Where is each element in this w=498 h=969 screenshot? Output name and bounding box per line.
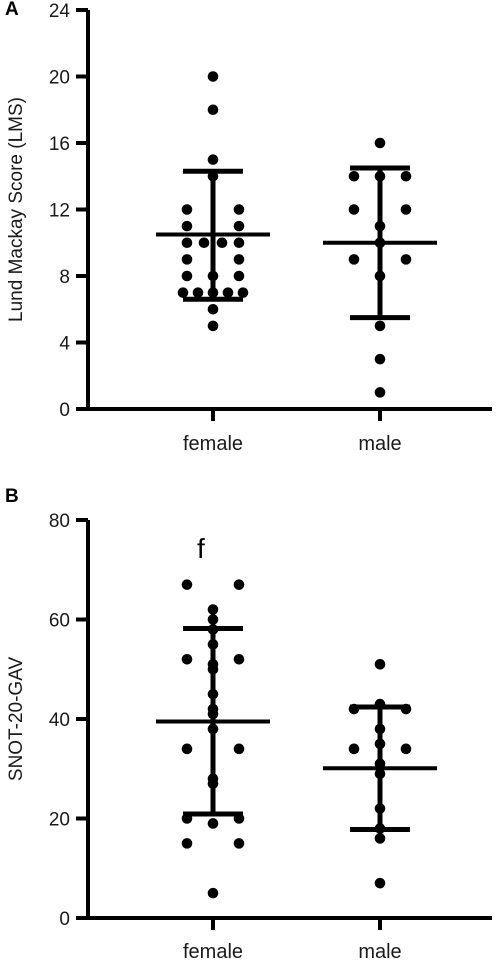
data-point — [374, 353, 386, 365]
data-point — [207, 604, 219, 615]
panel-letter: A — [5, 0, 19, 20]
y-tick-label: 16 — [49, 134, 70, 155]
y-tick-label: 20 — [49, 810, 70, 831]
data-point — [233, 579, 245, 590]
data-point — [233, 220, 245, 232]
data-point — [207, 104, 219, 116]
data-point — [374, 658, 386, 670]
data-point — [400, 170, 412, 182]
data-point — [374, 320, 386, 332]
data-point — [181, 743, 193, 755]
y-tick-label: 8 — [59, 267, 70, 288]
data-point — [348, 170, 360, 182]
y-tick-label: 60 — [49, 611, 70, 632]
y-axis-label: Lund Mackay Score (LMS) — [6, 97, 27, 322]
data-point — [207, 154, 219, 165]
data-point — [181, 579, 193, 590]
data-point — [400, 254, 412, 265]
data-point — [207, 303, 219, 315]
data-point — [181, 838, 193, 849]
y-tick-label: 0 — [59, 400, 70, 421]
data-point — [233, 270, 245, 282]
data-point — [207, 614, 219, 625]
panel-a: A 0 4 8 12 16 20 24 female male Lund Mackay Score … — [5, 0, 492, 455]
data-point — [233, 204, 245, 215]
y-tick-label: 4 — [59, 334, 70, 355]
data-point — [181, 204, 193, 215]
data-point — [181, 654, 193, 665]
data-point — [207, 71, 219, 82]
data-point — [181, 270, 193, 282]
y-tick-label: 0 — [59, 909, 70, 930]
data-point — [192, 287, 204, 298]
x-category-label: male — [358, 941, 401, 963]
y-axis-label: SNOT-20-GAV — [6, 657, 27, 782]
data-point — [374, 877, 386, 889]
data-point — [181, 254, 193, 265]
data-point — [348, 743, 360, 755]
data-point — [374, 833, 386, 844]
panel-b: B 0 20 40 60 80 female male SNOT-20-GAV f — [5, 486, 492, 963]
y-tick-label: 40 — [49, 710, 70, 731]
data-point — [207, 818, 219, 829]
x-category-label: female — [183, 941, 243, 963]
data-point — [374, 137, 386, 149]
data-point — [222, 287, 234, 298]
x-category-label: female — [183, 433, 243, 455]
data-point — [181, 220, 193, 232]
data-point — [233, 838, 245, 849]
data-point — [198, 237, 210, 249]
panel-letter: B — [5, 486, 19, 507]
data-point — [400, 204, 412, 215]
data-point — [348, 204, 360, 215]
data-point — [216, 237, 228, 249]
data-point — [348, 254, 360, 265]
annotation-label: f — [197, 533, 205, 564]
data-point — [233, 743, 245, 755]
y-tick-label: 80 — [49, 511, 70, 532]
x-category-label: male — [358, 433, 401, 455]
data-point — [181, 237, 193, 249]
data-point — [400, 743, 412, 755]
y-tick-label: 20 — [49, 68, 70, 89]
data-point — [233, 237, 245, 249]
data-point — [177, 287, 189, 298]
data-point — [233, 654, 245, 665]
data-point — [237, 287, 249, 298]
data-point — [207, 320, 219, 332]
data-point — [233, 254, 245, 265]
y-tick-label: 12 — [49, 201, 70, 222]
data-point — [374, 387, 386, 398]
y-tick-label: 24 — [49, 1, 71, 22]
data-point — [207, 887, 219, 899]
